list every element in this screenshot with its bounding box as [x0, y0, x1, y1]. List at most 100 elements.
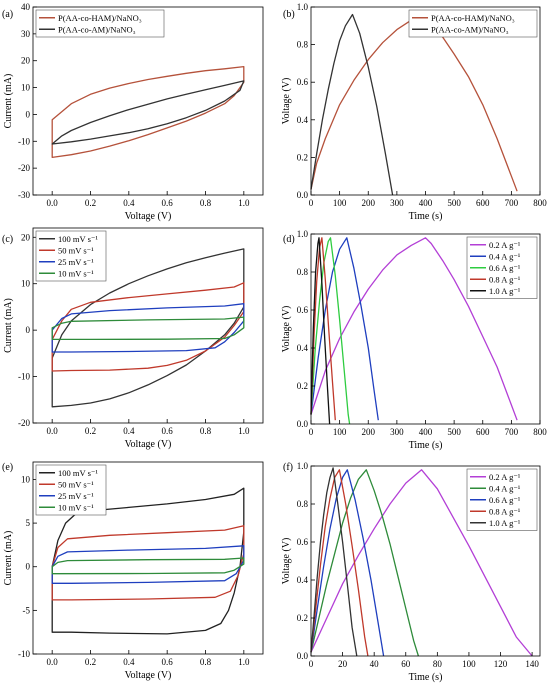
- x-tick-label: 600: [476, 427, 490, 437]
- legend-entry: P(AA-co-HAM)/NaNO₃: [431, 13, 515, 23]
- legend-entry: 100 mV s⁻¹: [58, 234, 98, 244]
- y-tick-label: 0.4: [297, 343, 309, 353]
- x-tick-label: 800: [533, 198, 547, 208]
- series-line-3: [310, 469, 385, 657]
- x-tick-label: 0.4: [123, 198, 135, 208]
- x-axis-label: Time (s): [409, 672, 443, 683]
- panel-label: (d): [283, 234, 295, 245]
- x-tick-label: 60: [401, 659, 411, 669]
- y-tick-label: 40: [21, 2, 31, 12]
- y-axis-label: Voltage (V): [281, 538, 292, 585]
- x-tick-label: 1.0: [238, 198, 250, 208]
- legend-entry: 0.2 A g⁻¹: [489, 240, 521, 250]
- series-line-2: [310, 13, 394, 196]
- series-line-2: [310, 237, 379, 421]
- series-line-3: [51, 545, 245, 584]
- legend-entry: 25 mV s⁻¹: [58, 257, 94, 267]
- y-tick-label: -20: [18, 163, 30, 173]
- y-tick-label: 0.8: [297, 40, 309, 50]
- y-tick-label: 0.0: [297, 190, 309, 200]
- plot-frame: [32, 227, 264, 424]
- x-axis-label: Time (s): [409, 211, 443, 222]
- x-tick-label: 500: [447, 198, 461, 208]
- x-tick-label: 0: [309, 427, 314, 437]
- series-line-4: [51, 557, 245, 575]
- y-tick-label: 0.6: [297, 305, 309, 315]
- legend-entry: 0.8 A g⁻¹: [489, 506, 521, 516]
- y-tick-label: 1.0: [297, 229, 309, 239]
- x-tick-label: 1.0: [238, 426, 250, 436]
- legend-entry: 25 mV s⁻¹: [58, 491, 94, 501]
- x-tick-label: 0: [309, 198, 314, 208]
- x-tick-label: 20: [338, 659, 348, 669]
- chart-panel-3: (c) 0.0 0.2 0.4 0.6 0.8 1.0 -20 -10 0 10 20 Voltage …: [2, 227, 264, 450]
- y-tick-label: 0.0: [297, 419, 309, 429]
- x-tick-label: 700: [505, 198, 519, 208]
- y-tick-label: 0.8: [297, 267, 309, 277]
- x-tick-label: 500: [447, 427, 461, 437]
- series-line-2: [310, 469, 420, 657]
- x-tick-label: 0.0: [47, 657, 59, 667]
- legend-entry: 10 mV s⁻¹: [58, 502, 94, 512]
- legend: 100 mV s⁻¹50 mV s⁻¹ 25 mV s⁻¹10 mV s⁻¹: [35, 230, 107, 282]
- x-tick-label: 1.0: [238, 657, 250, 667]
- x-tick-label: 800: [533, 427, 547, 437]
- x-tick-label: 40: [370, 659, 380, 669]
- y-tick-label: 1.0: [297, 2, 309, 12]
- x-axis-label: Voltage (V): [125, 670, 172, 681]
- series-line-3: [310, 237, 351, 425]
- legend-box: [408, 9, 538, 38]
- x-tick-label: 0.6: [162, 426, 174, 436]
- x-tick-label: 100: [462, 659, 476, 669]
- legend: 0.2 A g⁻¹0.4 A g⁻¹ 0.6 A g⁻¹0.8 A g⁻¹ 1.0 …: [466, 468, 538, 531]
- plot-frame: [310, 465, 541, 657]
- series-line-1: [310, 11, 518, 192]
- y-tick-label: 0.6: [297, 537, 309, 547]
- x-tick-label: 400: [419, 427, 433, 437]
- chart-panel-2: (b) 0 100 200 300 400 500 600 700 800 0.0 0.2 0.4 0.6…: [281, 2, 547, 222]
- y-tick-label: 10: [21, 279, 31, 289]
- legend-entry: 0.6 A g⁻¹: [489, 263, 521, 273]
- panel-label: (b): [283, 9, 295, 20]
- x-tick-label: 200: [362, 198, 376, 208]
- y-tick-label: -10: [18, 136, 30, 146]
- x-tick-label: 0.2: [85, 198, 96, 208]
- x-tick-label: 0.2: [85, 657, 96, 667]
- legend-entry: 50 mV s⁻¹: [58, 479, 94, 489]
- series-line-2: [51, 525, 245, 601]
- legend: 0.2 A g⁻¹0.4 A g⁻¹ 0.6 A g⁻¹0.8 A g⁻¹ 1.0 …: [466, 236, 538, 299]
- legend-entry: 0.4 A g⁻¹: [489, 251, 521, 261]
- legend-entry: 0.8 A g⁻¹: [489, 274, 521, 284]
- series-line-1: [51, 248, 245, 408]
- x-tick-label: 0.6: [162, 198, 174, 208]
- y-tick-label: 0: [26, 562, 31, 572]
- y-tick-label: 0.2: [297, 381, 308, 391]
- chart-panel-5: (e) 0.0 0.2 0.4 0.6 0.8 1.0 -10 -5 0 5 10 Voltage (V…: [2, 461, 264, 681]
- panel-label: (e): [2, 462, 13, 473]
- legend-entry: P(AA-co-HAM)/NaNO₃: [58, 13, 142, 23]
- y-tick-label: 0.4: [297, 115, 309, 125]
- x-tick-label: 0.4: [123, 657, 135, 667]
- series-line-4: [310, 469, 369, 657]
- y-tick-label: 0.6: [297, 77, 309, 87]
- y-tick-label: 10: [21, 474, 31, 484]
- x-tick-label: 120: [494, 659, 508, 669]
- x-tick-label: 0.2: [85, 426, 96, 436]
- legend-entry: 0.6 A g⁻¹: [489, 495, 521, 505]
- series-line-3: [51, 303, 245, 353]
- y-tick-label: 0.2: [297, 152, 308, 162]
- legend-entry: P(AA-co-AM)/NaNO₃: [431, 24, 509, 34]
- chart-panel-1: (a) 0.0 0.2 0.4 0.6 0.8 1.0 -30 -20 -10 0 10 20 30 40 V…: [2, 2, 264, 222]
- legend-entry: 1.0 A g⁻¹: [489, 518, 521, 528]
- series-line-1: [51, 487, 245, 635]
- y-tick-label: -20: [18, 418, 30, 428]
- legend: 100 mV s⁻¹50 mV s⁻¹ 25 mV s⁻¹10 mV s⁻¹: [35, 464, 107, 516]
- plot-frame: [32, 6, 264, 196]
- panel-label: (a): [2, 9, 13, 20]
- series-line-4: [310, 237, 336, 421]
- y-tick-label: 1.0: [297, 461, 309, 471]
- x-tick-label: 400: [419, 198, 433, 208]
- y-axis-label: Current (mA): [3, 531, 14, 586]
